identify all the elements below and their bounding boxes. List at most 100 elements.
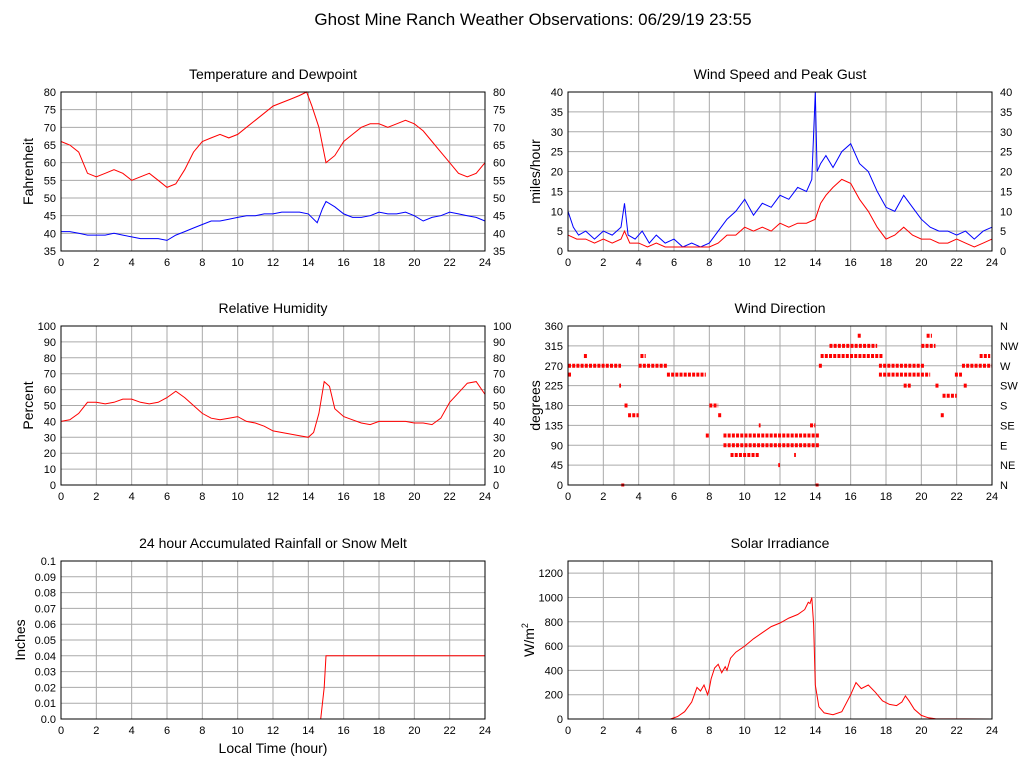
y-tick-label: 225 <box>545 381 563 393</box>
y-tick-label-right: 15 <box>1000 186 1012 198</box>
x-tick-label: 20 <box>408 725 420 737</box>
y-tick-label: 10 <box>551 206 563 218</box>
x-tick-label: 0 <box>565 257 571 269</box>
y-tick-label-right: 60 <box>493 385 505 397</box>
x-tick-label: 2 <box>600 257 606 269</box>
y-tick-label: 70 <box>44 369 56 381</box>
x-tick-label: 2 <box>600 725 606 737</box>
x-tick-label: 10 <box>232 257 244 269</box>
x-tick-label: 4 <box>636 257 642 269</box>
x-tick-label: 6 <box>671 491 677 503</box>
x-tick-label: 8 <box>706 725 712 737</box>
x-tick-label: 0 <box>565 725 571 737</box>
y-tick-label: 0.07 <box>35 603 56 615</box>
x-tick-label: 0 <box>565 491 571 503</box>
series-line-dewpoint <box>61 200 486 241</box>
x-tick-label: 20 <box>915 491 927 503</box>
y-tick-label-right: 35 <box>1000 107 1012 119</box>
x-tick-label: 20 <box>408 257 420 269</box>
x-tick-label: 12 <box>774 491 786 503</box>
y-tick-label: 0.04 <box>35 651 56 663</box>
y-tick-label: 800 <box>545 617 563 629</box>
y-tick-label-right: 30 <box>1000 127 1012 139</box>
series-line-peak-gust <box>567 91 993 248</box>
series-line-solar-irradiance <box>568 597 993 720</box>
y-tick-label: 20 <box>551 167 563 179</box>
y-tick-label: 0 <box>557 480 563 492</box>
y-tick-label: 0 <box>50 480 56 492</box>
x-tick-label: 24 <box>479 491 491 503</box>
y-tick-label-right: 10 <box>493 464 505 476</box>
x-tick-label: 16 <box>845 725 857 737</box>
y-tick-label: 20 <box>44 448 56 460</box>
x-tick-label: 14 <box>302 257 314 269</box>
x-tick-label: 16 <box>845 257 857 269</box>
x-tick-label: 24 <box>986 491 998 503</box>
plot-frame <box>567 325 993 486</box>
y-tick-label: 45 <box>551 460 563 472</box>
y-tick-label: 0.09 <box>35 572 56 584</box>
y-tick-label: 55 <box>44 175 56 187</box>
x-tick-label: 10 <box>739 257 751 269</box>
y-tick-label: 80 <box>44 353 56 365</box>
chart-title: Wind Speed and Peak Gust <box>694 66 867 82</box>
x-tick-label: 22 <box>951 725 963 737</box>
x-tick-label: 14 <box>302 491 314 503</box>
y-tick-label: 45 <box>44 211 56 223</box>
y-tick-label: 40 <box>44 416 56 428</box>
x-tick-label: 18 <box>373 725 385 737</box>
y-tick-label: 5 <box>557 226 563 238</box>
x-tick-label: 10 <box>232 725 244 737</box>
y-tick-label-right: 30 <box>493 432 505 444</box>
x-tick-label: 22 <box>444 257 456 269</box>
y-axis-label-superscript: 2 <box>520 623 530 628</box>
y-tick-label-right: 25 <box>1000 147 1012 159</box>
y-tick-label-right: W <box>1000 361 1011 373</box>
plot-frame <box>60 91 486 252</box>
x-tick-label: 24 <box>986 257 998 269</box>
x-tick-label: 20 <box>408 491 420 503</box>
x-tick-label: 20 <box>915 725 927 737</box>
y-tick-label-right: 100 <box>493 321 511 333</box>
y-tick-label-right: 0 <box>1000 246 1006 258</box>
x-tick-label: 14 <box>809 491 821 503</box>
y-tick-label: 180 <box>545 401 563 413</box>
y-tick-label-right: 65 <box>493 140 505 152</box>
x-tick-label: 14 <box>302 725 314 737</box>
chart-title: Temperature and Dewpoint <box>189 66 357 82</box>
y-tick-label-right: SE <box>1000 420 1015 432</box>
y-tick-label-right: SW <box>1000 381 1018 393</box>
x-tick-label: 0 <box>58 725 64 737</box>
y-tick-label-right: 5 <box>1000 226 1006 238</box>
plot-frame <box>567 91 993 252</box>
y-tick-label-right: N <box>1000 480 1008 492</box>
y-tick-label: 50 <box>44 193 56 205</box>
plot-frame <box>567 560 993 720</box>
x-tick-label: 24 <box>986 725 998 737</box>
y-tick-label-right: 10 <box>1000 206 1012 218</box>
y-tick-label: 80 <box>44 87 56 99</box>
y-tick-label: 30 <box>551 127 563 139</box>
y-axis-label: Percent <box>20 381 36 429</box>
x-axis-label: Local Time (hour) <box>219 740 328 756</box>
x-tick-label: 22 <box>444 491 456 503</box>
x-tick-label: 4 <box>129 491 135 503</box>
y-tick-label-right: 40 <box>493 228 505 240</box>
y-tick-label: 200 <box>545 690 563 702</box>
y-tick-label: 270 <box>545 361 563 373</box>
y-tick-label-right: 70 <box>493 122 505 134</box>
x-tick-label: 4 <box>636 491 642 503</box>
y-tick-label-right: 70 <box>493 369 505 381</box>
y-tick-label: 1200 <box>539 568 563 580</box>
x-tick-label: 24 <box>479 725 491 737</box>
series-line-relative-humidity <box>60 380 486 438</box>
x-tick-label: 12 <box>267 257 279 269</box>
y-tick-label: 0.03 <box>35 667 56 679</box>
x-tick-label: 14 <box>809 257 821 269</box>
y-tick-label-right: 50 <box>493 193 505 205</box>
plot-frame <box>60 560 486 720</box>
